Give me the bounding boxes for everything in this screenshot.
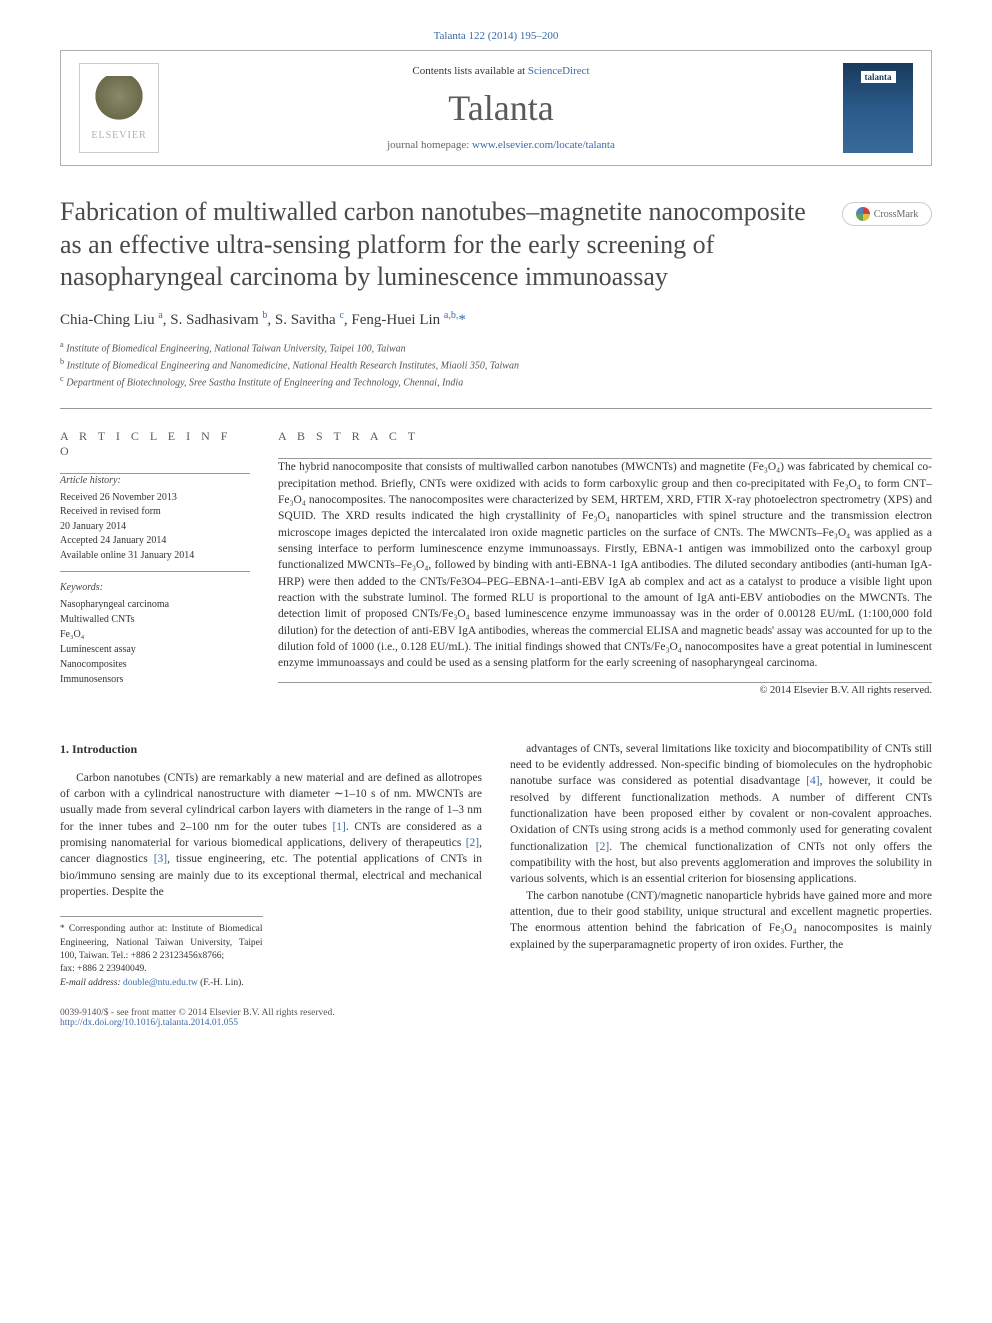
column-left: 1. Introduction Carbon nanotubes (CNTs) …: [60, 741, 482, 990]
cover-label: talanta: [861, 71, 896, 83]
abstract-body: The hybrid nanocomposite that consists o…: [278, 459, 932, 682]
elsevier-label: ELSEVIER: [91, 130, 146, 141]
affiliation-a: a Institute of Biomedical Engineering, N…: [60, 339, 932, 356]
keyword-5: Immunosensors: [60, 672, 250, 687]
affiliation-c: c Department of Biotechnology, Sree Sast…: [60, 373, 932, 390]
abstract-copyright: © 2014 Elsevier B.V. All rights reserved…: [278, 685, 932, 696]
affiliation-b: b Institute of Biomedical Engineering an…: [60, 356, 932, 373]
keyword-2: Fe₃O₄: [60, 627, 250, 642]
email-label: E-mail address:: [60, 978, 123, 988]
history-line-1: Received in revised form: [60, 505, 250, 520]
elsevier-tree-icon: [94, 76, 144, 126]
abstract-heading: A B S T R A C T: [278, 429, 932, 444]
keyword-0: Nasopharyngeal carcinoma: [60, 597, 250, 612]
keywords-block: Keywords: Nasopharyngeal carcinoma Multi…: [60, 580, 250, 687]
history-label: Article history:: [60, 474, 250, 489]
footnotes: * Corresponding author at: Institute of …: [60, 916, 263, 989]
fax: fax: +886 2 23940049.: [60, 963, 263, 976]
journal-name: Talanta: [159, 87, 843, 129]
page-footer: 0039-9140/$ - see front matter © 2014 El…: [60, 1008, 932, 1028]
article-title: Fabrication of multiwalled carbon nanotu…: [60, 196, 822, 294]
footer-left: 0039-9140/$ - see front matter © 2014 El…: [60, 1008, 335, 1028]
article-info-panel: A R T I C L E I N F O Article history: R…: [60, 409, 270, 695]
body-columns: 1. Introduction Carbon nanotubes (CNTs) …: [60, 741, 932, 990]
journal-reference: Talanta 122 (2014) 195–200: [60, 30, 932, 42]
elsevier-logo: ELSEVIER: [79, 63, 159, 153]
homepage-line: journal homepage: www.elsevier.com/locat…: [159, 139, 843, 151]
crossmark-badge[interactable]: CrossMark: [842, 202, 932, 226]
affil-c-text: Department of Biotechnology, Sree Sastha…: [66, 377, 463, 388]
journal-header-box: ELSEVIER Contents lists available at Sci…: [60, 50, 932, 166]
abstract-panel: A B S T R A C T The hybrid nanocomposite…: [270, 409, 932, 695]
col1-paragraph-1: Carbon nanotubes (CNTs) are remarkably a…: [60, 770, 482, 901]
history-line-2: 20 January 2014: [60, 520, 250, 535]
doi-link[interactable]: http://dx.doi.org/10.1016/j.talanta.2014…: [60, 1018, 238, 1028]
crossmark-label: CrossMark: [874, 209, 918, 220]
col2-paragraph-1: advantages of CNTs, several limitations …: [510, 741, 932, 888]
contents-list-line: Contents lists available at ScienceDirec…: [159, 65, 843, 77]
contents-label: Contents lists available at: [412, 65, 527, 77]
history-line-4: Available online 31 January 2014: [60, 549, 250, 564]
corresponding-author: * Corresponding author at: Institute of …: [60, 923, 263, 963]
authors-line: Chia-Ching Liu a, S. Sadhasivam b, S. Sa…: [60, 310, 932, 329]
history-line-0: Received 26 November 2013: [60, 491, 250, 506]
article-history-block: Article history: Received 26 November 20…: [60, 474, 250, 572]
email-tail: (F.-H. Lin).: [198, 978, 244, 988]
history-line-3: Accepted 24 January 2014: [60, 534, 250, 549]
section-1-heading: 1. Introduction: [60, 741, 482, 758]
affil-a-text: Institute of Biomedical Engineering, Nat…: [66, 343, 405, 354]
col2-paragraph-2: The carbon nanotube (CNT)/magnetic nanop…: [510, 888, 932, 953]
keyword-1: Multiwalled CNTs: [60, 612, 250, 627]
footer-front-matter: 0039-9140/$ - see front matter © 2014 El…: [60, 1008, 335, 1018]
email-line: E-mail address: double@ntu.edu.tw (F.-H.…: [60, 977, 263, 990]
affil-b-text: Institute of Biomedical Engineering and …: [67, 360, 519, 371]
homepage-label: journal homepage:: [387, 139, 472, 151]
article-info-heading: A R T I C L E I N F O: [60, 429, 250, 459]
affiliations: a Institute of Biomedical Engineering, N…: [60, 339, 932, 391]
email-link[interactable]: double@ntu.edu.tw: [123, 978, 198, 988]
keyword-3: Luminescent assay: [60, 642, 250, 657]
crossmark-icon: [856, 207, 870, 221]
sciencedirect-link[interactable]: ScienceDirect: [528, 65, 590, 77]
homepage-link[interactable]: www.elsevier.com/locate/talanta: [472, 139, 615, 151]
journal-cover-thumbnail: talanta: [843, 63, 913, 153]
keyword-4: Nanocomposites: [60, 657, 250, 672]
column-right: advantages of CNTs, several limitations …: [510, 741, 932, 990]
keywords-label: Keywords:: [60, 580, 250, 595]
